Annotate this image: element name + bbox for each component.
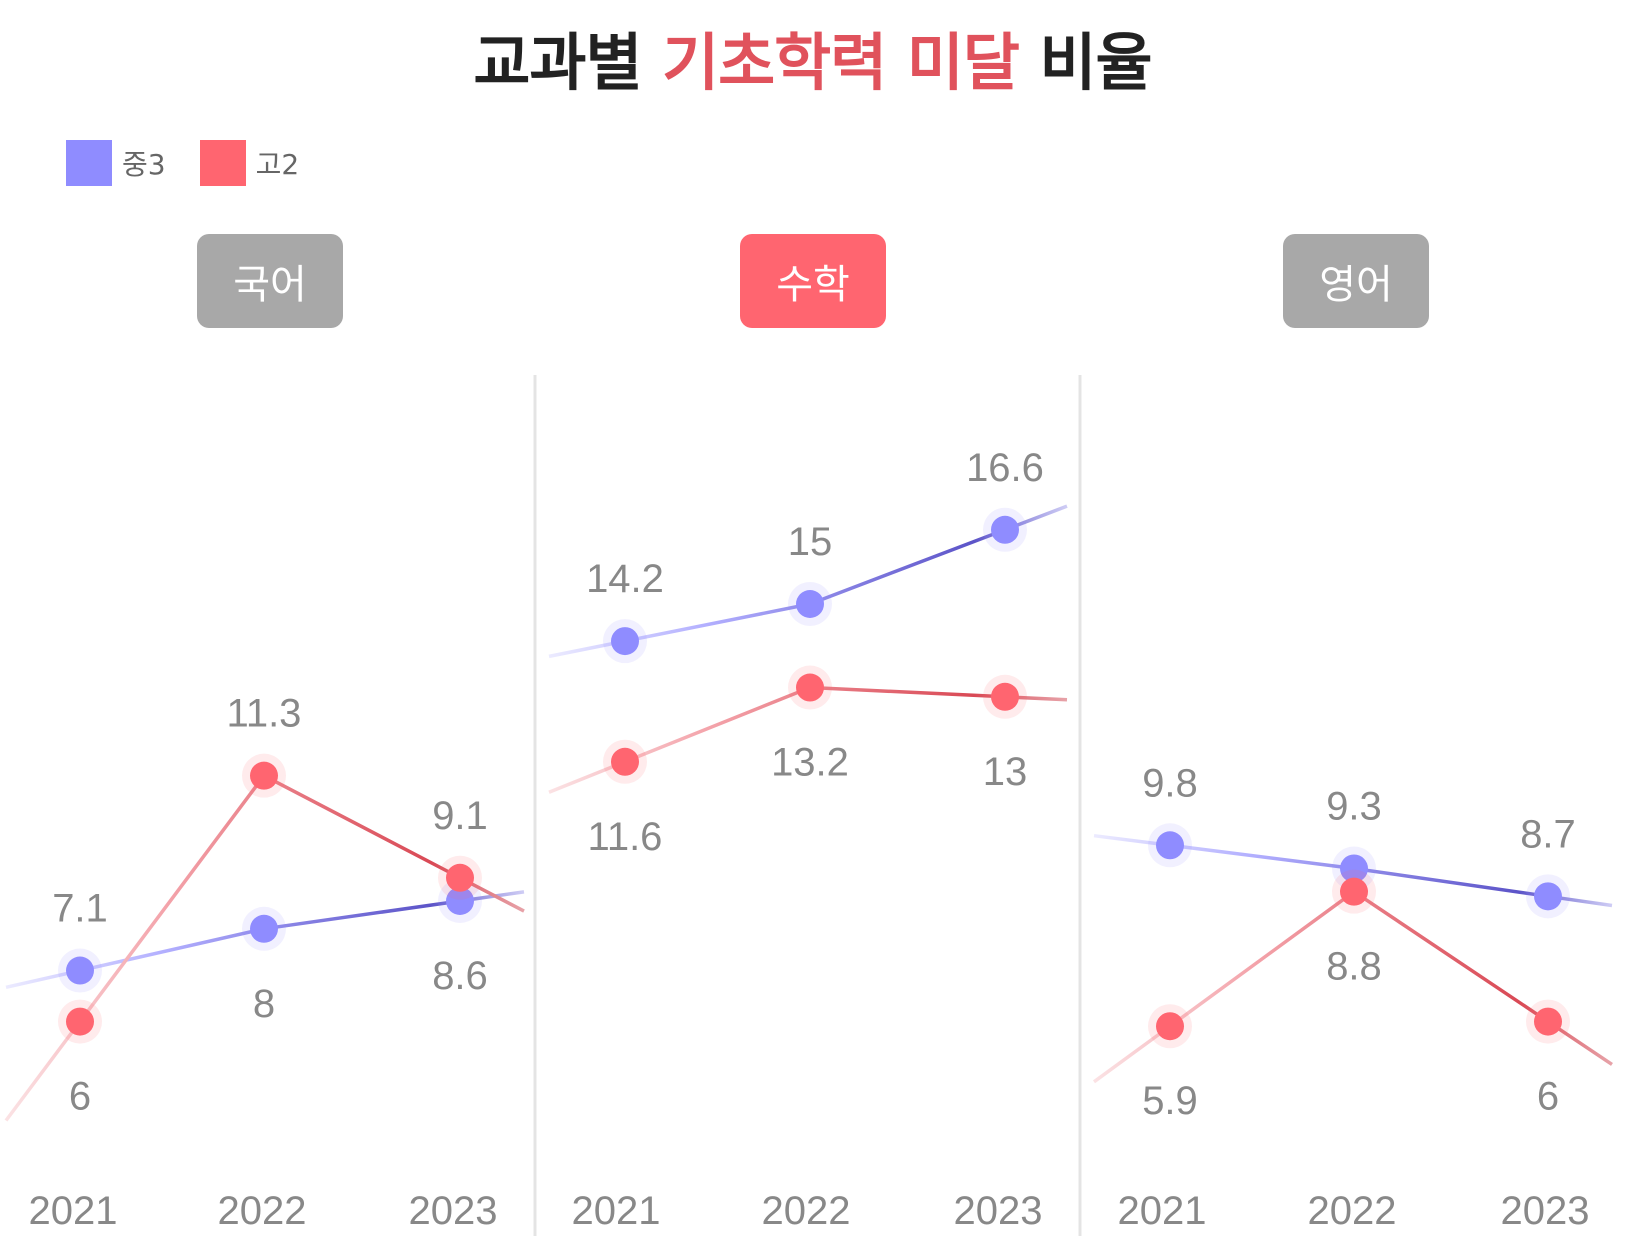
data-point [1534, 1007, 1562, 1036]
legend: 중3 고2 [66, 140, 333, 186]
legend-item-high-school: 고2 [199, 140, 300, 186]
data-point [796, 673, 824, 702]
data-point [66, 956, 94, 985]
legend-label-high-school: 고2 [255, 148, 300, 181]
legend-swatch-high-school [199, 140, 246, 186]
panel-title-korean: 국어 [197, 234, 343, 328]
data-point [796, 590, 824, 618]
data-label: 13 [983, 750, 1028, 794]
data-label: 7.1 [52, 887, 108, 931]
x-tick-label: 2023 [409, 1189, 498, 1233]
panel-title-math: 수학 [740, 234, 886, 328]
data-label: 9.3 [1326, 784, 1382, 828]
data-point [991, 682, 1019, 711]
data-point [611, 627, 639, 656]
data-point [611, 747, 639, 776]
x-tick-label: 2021 [1118, 1189, 1207, 1233]
data-label: 6 [1537, 1075, 1559, 1119]
data-label: 9.8 [1142, 761, 1198, 805]
panel-title-english: 영어 [1283, 234, 1429, 328]
data-point [1534, 882, 1562, 911]
legend-swatch-middle-school [66, 140, 112, 186]
legend-label-middle-school: 중3 [122, 148, 166, 181]
data-point [1340, 877, 1368, 906]
title-prefix: 교과별 [473, 26, 642, 99]
data-point [250, 761, 278, 790]
data-label: 9.1 [432, 794, 488, 838]
data-label: 8.6 [432, 954, 488, 998]
data-label: 15 [788, 520, 833, 564]
data-point [446, 886, 474, 915]
panel-2: 14.2 11.6 2021 15 13.2 2022 16.6 13 2023 [548, 446, 1068, 1233]
data-point [446, 863, 474, 892]
panel-3: 9.8 5.9 2021 9.3 8.8 2022 8.7 6 2023 [1092, 761, 1613, 1233]
title-suffix: 비율 [1039, 26, 1153, 99]
data-label: 6 [69, 1075, 91, 1119]
x-tick-label: 2023 [1501, 1189, 1590, 1233]
data-label: 8.8 [1326, 945, 1382, 989]
x-tick-label: 2022 [1308, 1189, 1397, 1233]
legend-item-middle-school: 중3 [66, 140, 166, 186]
title-highlight: 기초학력 미달 [662, 26, 1020, 99]
x-tick-label: 2022 [218, 1189, 307, 1233]
x-tick-label: 2022 [762, 1189, 851, 1233]
data-label: 8.7 [1520, 812, 1576, 856]
data-point [66, 1007, 94, 1036]
data-point [1340, 854, 1368, 883]
panel-1: 7.1 6 2021 11.3 8 2022 9.1 8.6 2023 [4, 692, 525, 1233]
data-label: 16.6 [966, 446, 1044, 490]
data-label: 13.2 [771, 741, 849, 785]
data-label: 11.6 [588, 815, 663, 859]
x-tick-label: 2023 [954, 1189, 1043, 1233]
x-tick-label: 2021 [572, 1189, 661, 1233]
x-tick-label: 2021 [29, 1189, 118, 1233]
chart-title: 교과별 기초학력 미달 비율 [0, 12, 1625, 102]
data-point [1156, 831, 1184, 860]
data-point [991, 515, 1019, 544]
data-label: 11.3 [227, 692, 302, 736]
data-label: 5.9 [1142, 1079, 1198, 1123]
data-point [1156, 1012, 1184, 1041]
data-label: 8 [253, 982, 275, 1026]
data-label: 14.2 [586, 557, 664, 601]
data-point [250, 914, 278, 943]
